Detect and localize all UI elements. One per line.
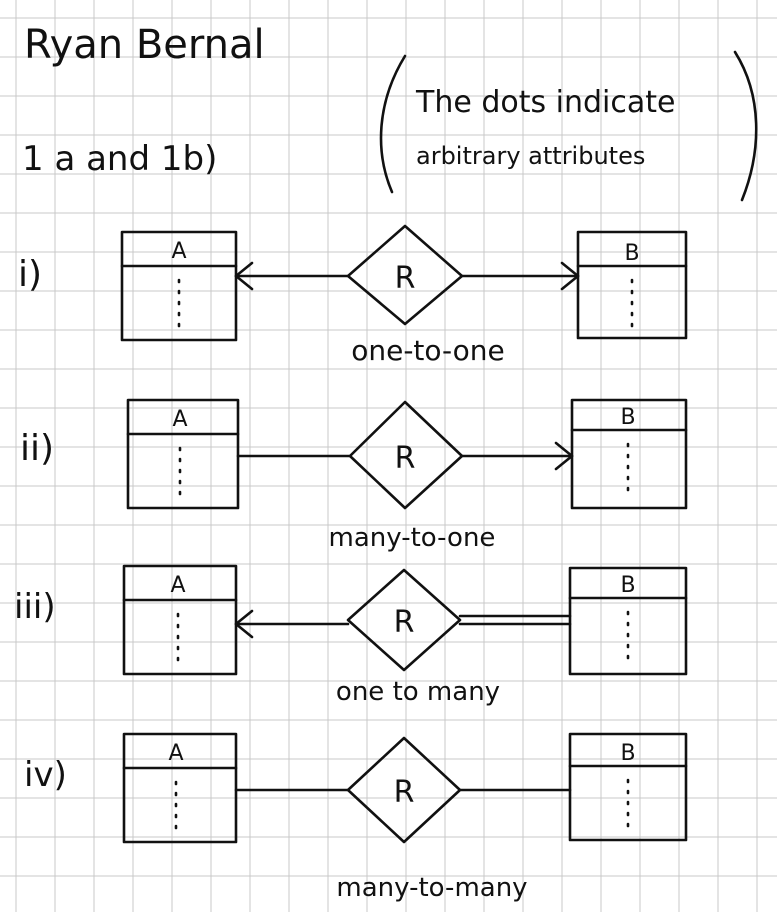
author-name: Ryan Bernal [24, 22, 265, 68]
relationship-diamond: R [346, 736, 462, 844]
cardinality-caption: many-to-many [336, 873, 527, 903]
entity-b-box: B [576, 230, 688, 340]
entity-a-box: A [122, 732, 238, 844]
entity-b-box: B [568, 732, 688, 842]
problem-label: 1 a and 1b) [22, 139, 217, 179]
left-paren [379, 54, 407, 194]
relationship-label: R [394, 605, 415, 640]
entity-b-label: B [620, 741, 635, 766]
entity-a-box: A [120, 230, 238, 342]
entity-b-label: B [620, 405, 635, 430]
entity-a-box: A [126, 398, 240, 510]
entity-a-box: A [122, 564, 238, 676]
relationship-diamond: R [348, 400, 464, 510]
diagram-numeral: ii) [20, 428, 54, 469]
entity-b-label: B [624, 241, 639, 266]
diagram-one-to-many: iii) A R B one to many [14, 564, 688, 707]
entity-a-label: A [172, 407, 187, 432]
relationship-label: R [395, 261, 416, 296]
entity-a-label: A [170, 573, 185, 598]
diagram-one-to-one: i) A R B one-to-one [18, 224, 688, 367]
diagram-many-to-one: ii) A R B many-to-one [20, 398, 688, 553]
note-line-1: The dots indicate [415, 85, 675, 120]
diagram-numeral: iii) [14, 587, 56, 627]
note-line-2: arbitrary attributes [416, 142, 645, 170]
cardinality-caption: one to many [336, 677, 500, 707]
diagram-numeral: i) [18, 254, 42, 295]
entity-b-label: B [620, 573, 635, 598]
cardinality-caption: many-to-one [329, 523, 496, 553]
relationship-label: R [394, 775, 415, 810]
relationship-diamond: R [346, 224, 464, 326]
entity-b-box: B [570, 398, 688, 510]
entity-a-label: A [168, 741, 183, 766]
cardinality-caption: one-to-one [351, 334, 505, 367]
relationship-diamond: R [346, 568, 462, 672]
diagram-numeral: iv) [24, 755, 67, 795]
diagram-many-to-many: iv) A R B many-to-many [24, 732, 688, 903]
note-annotation: The dots indicate arbitrary attributes [379, 50, 758, 202]
entity-b-box: B [568, 566, 688, 676]
relationship-label: R [395, 441, 416, 476]
entity-a-label: A [171, 239, 186, 264]
arrowhead-a [234, 261, 254, 291]
right-paren [733, 50, 758, 202]
arrowhead-a [234, 609, 254, 639]
